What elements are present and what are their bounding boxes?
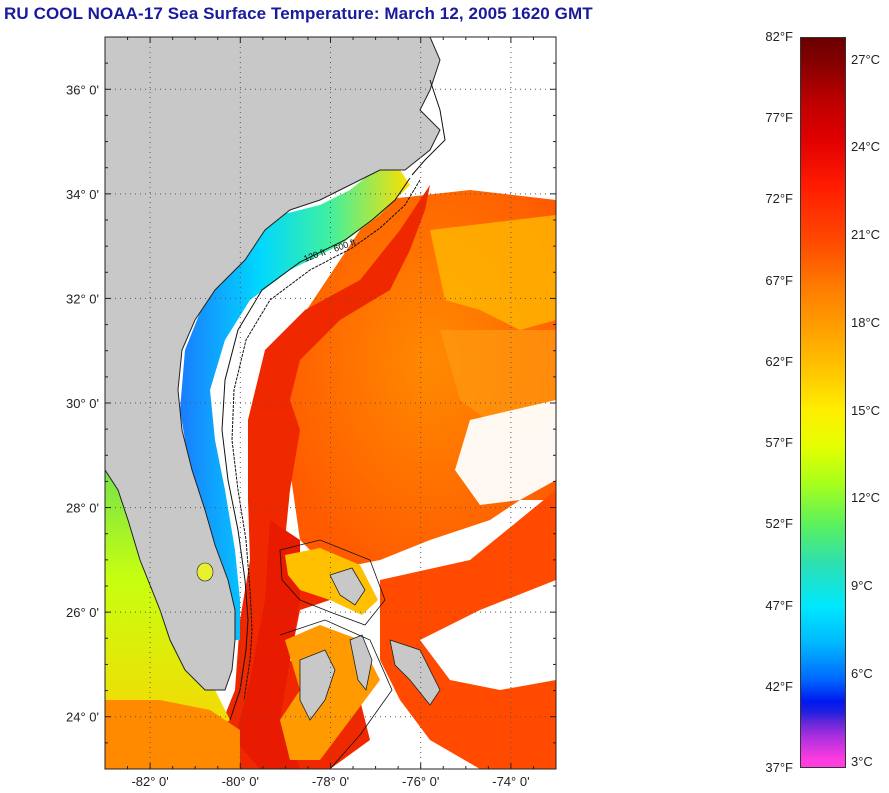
depth-contour-bahamas [279, 539, 386, 626]
depth-contour-outer-banks [411, 79, 446, 176]
offshore-yellow-patch-2 [440, 330, 556, 430]
colorbar-label-f: 77°F [765, 110, 793, 126]
colorbar-label-c: 9°C [851, 578, 873, 594]
bahamas-islands [299, 567, 441, 721]
longitude-label: -80° 0' [222, 774, 259, 789]
temperature-colorbar [800, 37, 846, 768]
latitude-label: 28° 0' [66, 501, 99, 516]
longitude-label: -78° 0' [312, 774, 349, 789]
map-grid [105, 37, 556, 769]
depth-contour-120ft [221, 177, 411, 721]
latitude-label: 30° 0' [66, 396, 99, 411]
colorbar-label-f: 72°F [765, 191, 793, 207]
northeast-cloud [455, 400, 556, 505]
colorbar-label-f: 62°F [765, 353, 793, 369]
colorbar-label-f: 67°F [765, 272, 793, 288]
colorbar-label-c: 24°C [851, 139, 881, 155]
florida-keys-water [105, 700, 240, 769]
lake-okeechobee [196, 562, 214, 582]
depth-contour-bahamas-south [279, 619, 393, 769]
offshore-yellow-patches [430, 215, 556, 330]
colorbar-label-f: 52°F [765, 516, 793, 532]
colorbar-label-f: 82°F [765, 29, 793, 44]
longitude-label: -82° 0' [131, 774, 168, 789]
colorbar-label-f: 57°F [765, 435, 793, 451]
depth-contour-600ft [231, 179, 421, 701]
longitude-label: -76° 0' [402, 774, 439, 789]
latitude-label: 36° 0' [66, 82, 99, 97]
map-ticks [105, 37, 556, 769]
colorbar-label-f: 37°F [765, 760, 793, 775]
colorbar-label-c: 27°C [851, 51, 881, 67]
colorbar-label-c: 3°C [851, 753, 873, 769]
latitude-label: 26° 0' [66, 605, 99, 620]
latitude-labels: 36° 0' 34° 0' 32° 0' 30° 0' 28° 0' 26° 0' 24° … [66, 82, 99, 724]
map-title: RU COOL NOAA-17 Sea Surface Temperature:… [4, 4, 593, 23]
colorbar-label-f: 42°F [765, 678, 793, 694]
longitude-label: -74° 0' [492, 774, 529, 789]
colorbar-label-c: 21°C [851, 227, 881, 243]
latitude-label: 32° 0' [66, 291, 99, 306]
colorbar-label-c: 15°C [851, 402, 881, 418]
colorbar-label-c: 12°C [851, 490, 881, 506]
latitude-label: 34° 0' [66, 187, 99, 202]
shelf-cold-water [180, 170, 410, 640]
colorbar-label-f: 47°F [765, 597, 793, 613]
colorbar-label-c: 6°C [851, 665, 873, 681]
land-us [105, 37, 441, 691]
southeast-cloud [420, 580, 556, 690]
longitude-labels: -82° 0' -80° 0' -78° 0' -76° 0' -74° 0' [131, 774, 529, 789]
colorbar-label-c: 18°C [851, 314, 881, 330]
latitude-label: 24° 0' [66, 710, 99, 725]
